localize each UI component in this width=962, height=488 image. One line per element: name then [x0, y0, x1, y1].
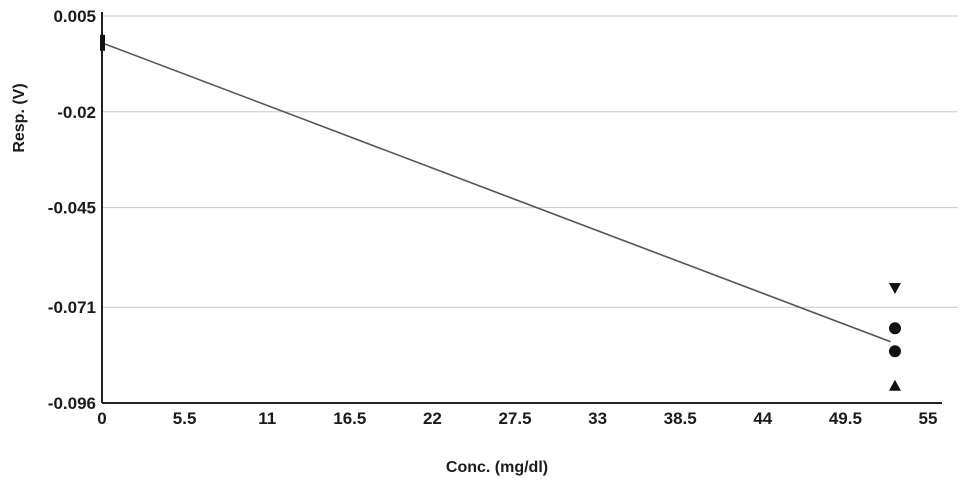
data-point-triangle-down: [888, 283, 901, 295]
x-tick-label: 55: [919, 409, 938, 428]
x-axis-title: Conc. (mg/dl): [446, 459, 548, 476]
x-tick-label: 0: [97, 409, 106, 428]
x-tick-label: 49.5: [829, 409, 862, 428]
y-tick-label: -0.096: [48, 394, 96, 413]
y-tick-label: 0.005: [53, 7, 96, 26]
x-tick-label: 38.5: [664, 409, 697, 428]
x-tick-label: 11: [258, 409, 276, 428]
x-tick-label: 27.5: [498, 409, 531, 428]
y-tick-label: -0.071: [48, 298, 96, 317]
series-layer: [100, 34, 901, 391]
fit-line: [101, 42, 891, 343]
axes-layer: [101, 12, 942, 404]
data-point-bar: [100, 34, 105, 51]
data-point-triangle-up: [888, 379, 901, 391]
grid-layer: [102, 15, 958, 308]
x-tick-label: 33: [588, 409, 607, 428]
x-tick-label: 5.5: [173, 409, 197, 428]
data-point-circle: [888, 345, 901, 358]
y-tick-label: -0.045: [48, 199, 96, 218]
data-point-circle: [888, 322, 901, 335]
x-tick-label: 22: [423, 409, 442, 428]
y-axis-title: Resp. (V): [11, 83, 28, 152]
x-tick-label: 16.5: [333, 409, 366, 428]
y-tick-label: -0.02: [57, 103, 96, 122]
x-tick-label: 44: [753, 409, 772, 428]
